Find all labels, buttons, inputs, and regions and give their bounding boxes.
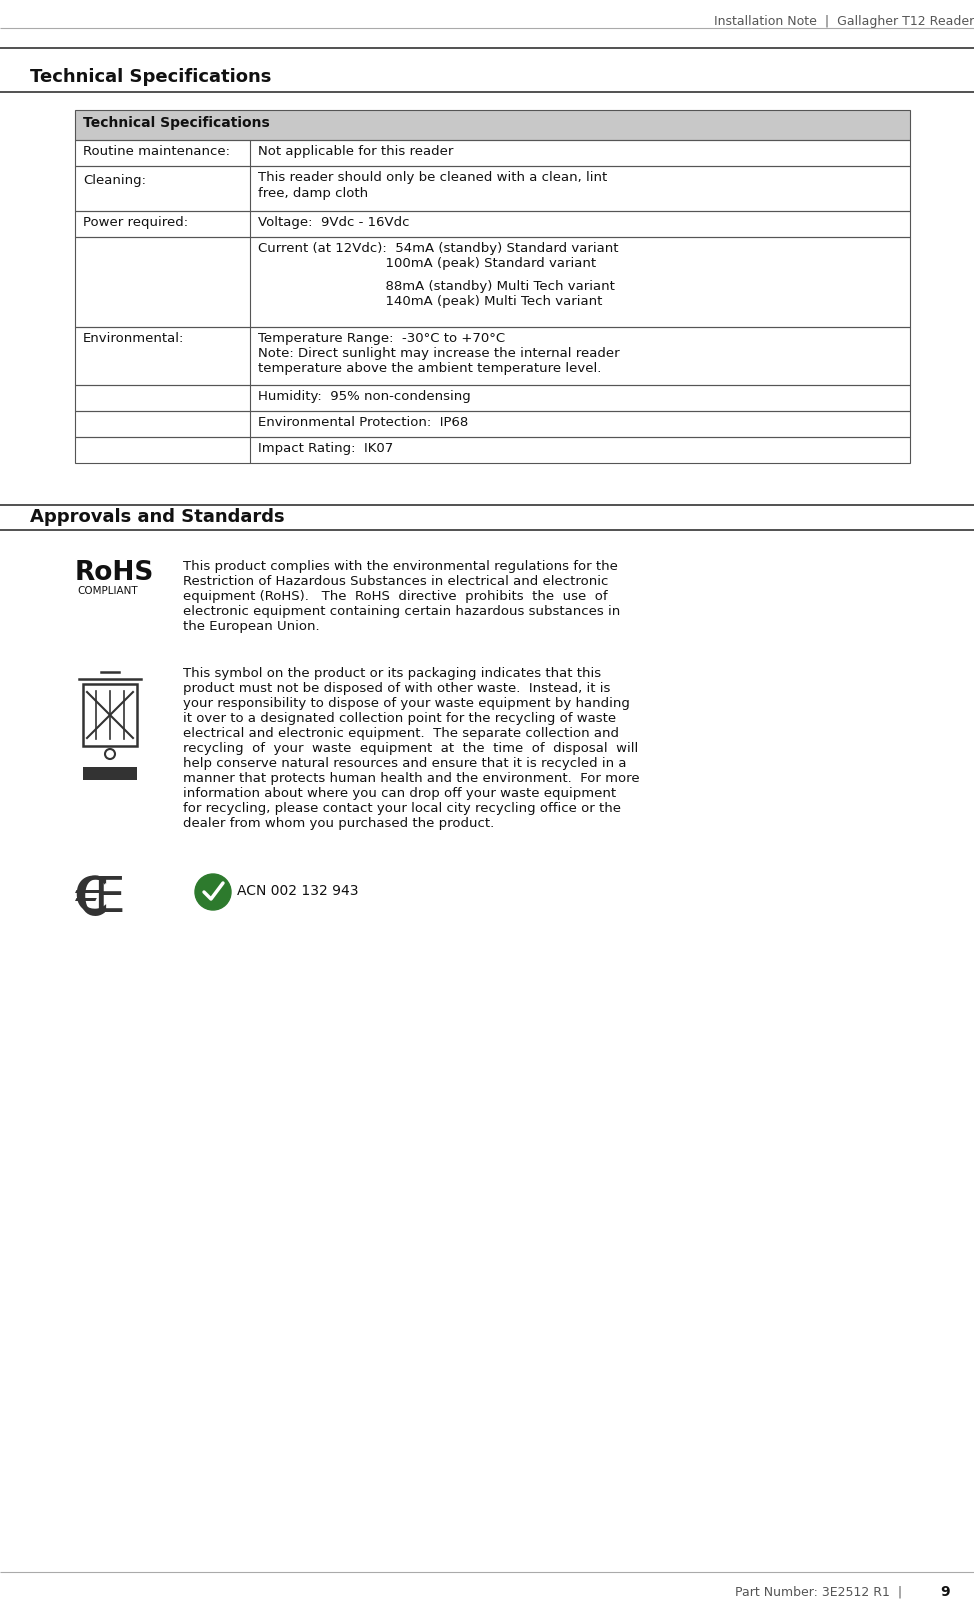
Text: the European Union.: the European Union. [183,620,319,632]
Text: Note: Direct sunlight may increase the internal reader: Note: Direct sunlight may increase the i… [258,347,619,360]
Text: Part Number: 3E2512 R1  |: Part Number: 3E2512 R1 | [734,1585,910,1598]
Text: €: € [75,874,109,925]
Bar [83,684,137,746]
Text: Approvals and Standards: Approvals and Standards [30,508,284,527]
Text: E: E [93,874,125,922]
Text: Technical Specifications: Technical Specifications [83,115,270,130]
Text: Installation Note  |  Gallagher T12 Reader: Installation Note | Gallagher T12 Reader [714,14,974,27]
Text: Environmental:: Environmental: [83,331,184,344]
Text: Restriction of Hazardous Substances in electrical and electronic: Restriction of Hazardous Substances in e… [183,575,609,588]
Text: recycling  of  your  waste  equipment  at  the  time  of  disposal  will: recycling of your waste equipment at the… [183,741,638,756]
Bar [75,437,910,463]
Text: Environmental Protection:  IP68: Environmental Protection: IP68 [258,416,468,429]
Text: for recycling, please contact your local city recycling office or the: for recycling, please contact your local… [183,802,621,815]
Text: free, damp cloth: free, damp cloth [258,187,368,200]
Text: Temperature Range:  -30°C to +70°C: Temperature Range: -30°C to +70°C [258,331,506,344]
Text: electronic equipment containing certain hazardous substances in: electronic equipment containing certain … [183,605,620,618]
Text: Technical Specifications: Technical Specifications [30,67,272,86]
Text: help conserve natural resources and ensure that it is recycled in a: help conserve natural resources and ensu… [183,757,626,770]
Bar [75,384,910,411]
Text: This symbol on the product or its packaging indicates that this: This symbol on the product or its packag… [183,668,601,680]
Text: Cleaning:: Cleaning: [83,175,146,187]
Text: RoHS: RoHS [75,560,154,586]
Text: Not applicable for this reader: Not applicable for this reader [258,146,453,158]
Text: Power required:: Power required: [83,216,188,229]
Text: 88mA (standby) Multi Tech variant: 88mA (standby) Multi Tech variant [258,280,615,293]
Text: ACN 002 132 943: ACN 002 132 943 [237,884,358,898]
Text: information about where you can drop off your waste equipment: information about where you can drop off… [183,788,617,800]
Circle shape [195,874,231,909]
Bar [75,237,910,327]
Bar [75,110,910,139]
Text: temperature above the ambient temperature level.: temperature above the ambient temperatur… [258,362,601,375]
Bar [75,167,910,211]
Text: 100mA (peak) Standard variant: 100mA (peak) Standard variant [258,258,596,271]
Text: Voltage:  9Vdc - 16Vdc: Voltage: 9Vdc - 16Vdc [258,216,409,229]
Text: manner that protects human health and the environment.  For more: manner that protects human health and th… [183,772,640,784]
Text: This reader should only be cleaned with a clean, lint: This reader should only be cleaned with … [258,171,607,184]
Bar [75,139,910,167]
Text: 140mA (peak) Multi Tech variant: 140mA (peak) Multi Tech variant [258,295,602,307]
Text: Humidity:  95% non-condensing: Humidity: 95% non-condensing [258,391,470,403]
Bar [83,767,137,780]
Text: Impact Rating:  IK07: Impact Rating: IK07 [258,442,393,455]
Text: 9: 9 [940,1585,950,1599]
Text: Current (at 12Vdc):  54mA (standby) Standard variant: Current (at 12Vdc): 54mA (standby) Stand… [258,242,618,255]
Text: it over to a designated collection point for the recycling of waste: it over to a designated collection point… [183,712,617,725]
Bar [75,211,910,237]
Text: COMPLIANT: COMPLIANT [77,586,137,596]
Text: your responsibility to dispose of your waste equipment by handing: your responsibility to dispose of your w… [183,696,630,709]
Text: product must not be disposed of with other waste.  Instead, it is: product must not be disposed of with oth… [183,682,611,695]
Text: dealer from whom you purchased the product.: dealer from whom you purchased the produ… [183,817,494,829]
Bar [75,327,910,384]
Text: equipment (RoHS).   The  RoHS  directive  prohibits  the  use  of: equipment (RoHS). The RoHS directive pro… [183,591,608,604]
Text: C: C [73,874,108,922]
Text: electrical and electronic equipment.  The separate collection and: electrical and electronic equipment. The… [183,727,619,740]
Text: Routine maintenance:: Routine maintenance: [83,146,230,158]
Text: This product complies with the environmental regulations for the: This product complies with the environme… [183,560,618,573]
Bar [75,411,910,437]
